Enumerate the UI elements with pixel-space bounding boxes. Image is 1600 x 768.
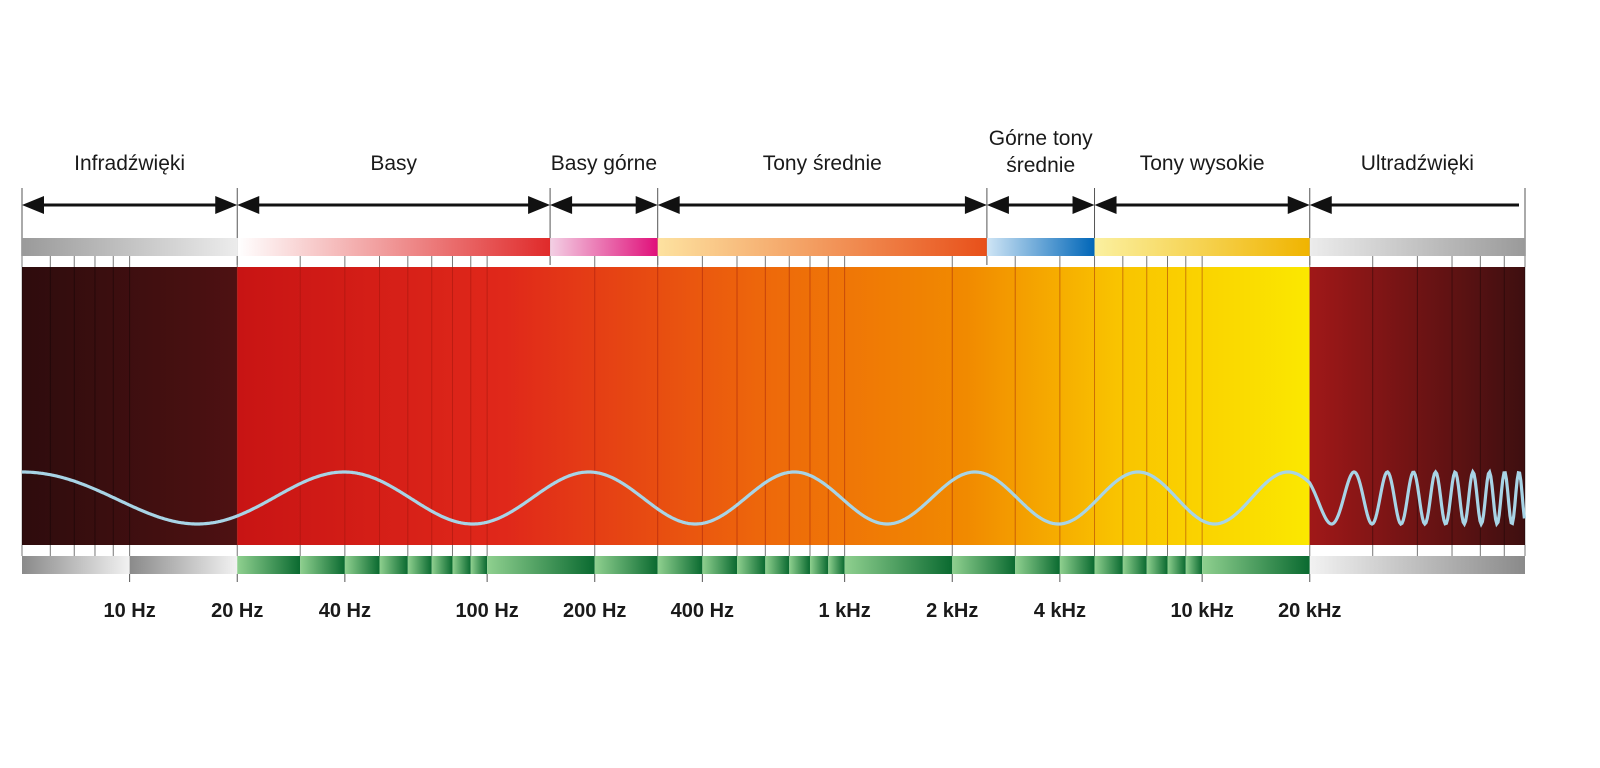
arrow-head-left-upper-bass (550, 196, 573, 214)
arrow-head-left-ultra (1309, 196, 1332, 214)
band-color-ultra (1309, 238, 1525, 256)
sound-wave (22, 468, 1526, 528)
green-segment (1146, 556, 1168, 574)
arrow-head-left-upper-mids (986, 196, 1009, 214)
band-label-upper-bass: Basy górne (551, 152, 657, 175)
green-segment (657, 556, 703, 574)
green-segment (1015, 556, 1060, 574)
band-label-infra: Infradźwięki (74, 152, 185, 175)
band-label-bass: Basy (370, 152, 417, 175)
arrow-head-right-highs (1287, 196, 1310, 214)
freq-label: 1 kHz (819, 600, 871, 622)
green-segment (237, 556, 301, 574)
green-segment (487, 556, 595, 574)
band-label-mids: Tony średnie (763, 152, 882, 175)
green-segment (1059, 556, 1095, 574)
arrow-head-left-mids (657, 196, 680, 214)
green-segment (844, 556, 953, 574)
freq-label: 100 Hz (455, 600, 518, 622)
band-label-upper-mids: Górne tony (989, 127, 1093, 150)
green-segment (379, 556, 408, 574)
freq-label: 400 Hz (671, 600, 734, 622)
green-segment (1167, 556, 1186, 574)
band-label-upper-mids: średnie (1006, 154, 1075, 177)
green-segment (828, 556, 845, 574)
green-segment (452, 556, 471, 574)
arrow-head-right-upper-bass (635, 196, 658, 214)
green-segment (765, 556, 790, 574)
arrow-head-right-upper-mids (1072, 196, 1095, 214)
spectrum-bar (21, 256, 1526, 556)
green-segment (470, 556, 488, 574)
arrow-head-right-infra (215, 196, 238, 214)
band-color-upper-bass (550, 238, 658, 256)
band-color-highs (1094, 238, 1310, 256)
green-segment (1202, 556, 1310, 574)
green-segment (407, 556, 432, 574)
frequency-labels: 10 Hz 20 Hz 40 Hz 100 Hz 200 Hz 400 Hz 1 kHz 2 … (103, 574, 1341, 622)
green-segment (737, 556, 766, 574)
band-color-mids (657, 238, 987, 256)
band-label-ultra: Ultradźwięki (1361, 152, 1474, 175)
ultrasound-region (1309, 267, 1525, 545)
freq-label: 10 Hz (103, 600, 155, 622)
infrasound-region (22, 267, 238, 545)
arrow-head-left-highs (1094, 196, 1117, 214)
band-labels: Infradźwięki Basy Basy górne Tony średnie Gó… (74, 127, 1474, 177)
bottom-strip (22, 556, 1525, 574)
green-segment (809, 556, 829, 574)
freq-label: 20 kHz (1278, 600, 1341, 622)
arrow-head-left-bass (237, 196, 260, 214)
arrow-head-right-mids (964, 196, 987, 214)
band-label-highs: Tony wysokie (1140, 152, 1265, 175)
arrow-head-right-bass (528, 196, 551, 214)
green-segment (1094, 556, 1123, 574)
green-segment (702, 556, 738, 574)
arrow-head-left-infra (22, 196, 44, 214)
green-segment (344, 556, 380, 574)
freq-label: 4 kHz (1034, 600, 1086, 622)
grey-segment (22, 556, 130, 574)
green-segment (431, 556, 453, 574)
green-segment (300, 556, 345, 574)
band-color-upper-mids (986, 238, 1095, 256)
green-segment (1185, 556, 1203, 574)
green-segment (594, 556, 658, 574)
freq-label: 2 kHz (926, 600, 978, 622)
grey-segment (129, 556, 238, 574)
freq-label: 10 kHz (1170, 600, 1233, 622)
band-color-infra (22, 238, 238, 256)
band-color-bass (237, 238, 551, 256)
grey-segment (1309, 556, 1525, 574)
band-color-strip (22, 238, 1525, 256)
green-segment (952, 556, 1016, 574)
freq-label: 200 Hz (563, 600, 626, 622)
green-segment (789, 556, 810, 574)
freq-label: 40 Hz (319, 600, 371, 622)
green-segment (1122, 556, 1147, 574)
audible-region (237, 267, 1310, 545)
freq-label: 20 Hz (211, 600, 263, 622)
